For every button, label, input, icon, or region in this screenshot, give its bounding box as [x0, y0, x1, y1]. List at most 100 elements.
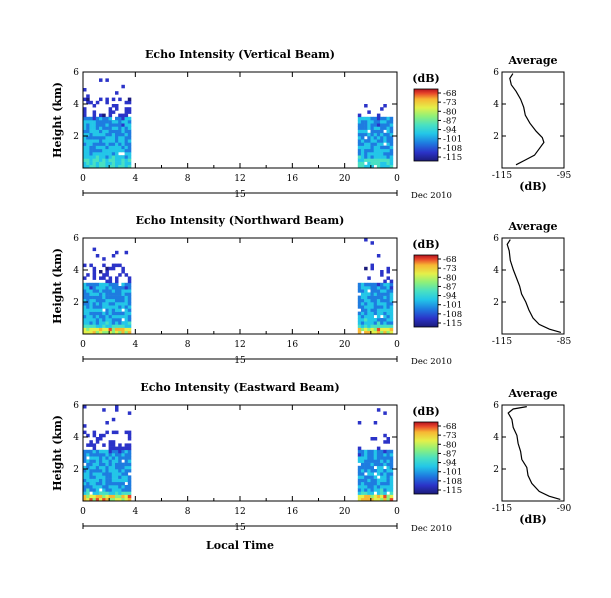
heatmap-cell [386, 497, 390, 502]
heatmap-cell [86, 465, 90, 470]
heatmap-cell [105, 78, 109, 82]
heatmap-cell [376, 456, 381, 460]
heatmap-cell [370, 327, 374, 332]
heatmap-cell [108, 497, 113, 502]
heatmap-cell [92, 433, 97, 438]
heatmap-cell [364, 139, 368, 143]
heatmap-cell [108, 298, 113, 303]
heatmap-cell [99, 302, 103, 306]
heatmap-cell [83, 263, 87, 268]
heatmap-cell [370, 164, 374, 169]
heatmap-cell [127, 305, 132, 309]
heatmap-cell [89, 123, 93, 127]
heatmap-cell [383, 497, 387, 502]
heatmap-cell [118, 120, 122, 124]
heatmap-cell [83, 286, 87, 290]
heatmap-cell [370, 488, 374, 492]
heatmap-cell [373, 475, 378, 479]
profile-y-tick-label: 4 [493, 433, 499, 443]
heatmap-cell [115, 475, 119, 479]
heatmap-cell [357, 155, 362, 159]
heatmap-cell [89, 494, 93, 499]
heatmap-cell [376, 148, 381, 153]
heatmap-cell [121, 158, 125, 162]
heatmap-cell [83, 132, 87, 137]
heatmap-cell [111, 148, 116, 153]
heatmap-cell [95, 116, 100, 121]
heatmap-cell [373, 481, 378, 486]
heatmap-cell [111, 298, 116, 303]
heatmap-cell [111, 145, 116, 150]
heatmap-cell [124, 136, 129, 140]
heatmap-cell [367, 311, 371, 316]
heatmap-cell [121, 129, 125, 134]
heatmap-cell [105, 485, 109, 489]
heatmap-cell [367, 142, 371, 146]
heatmap-cell [95, 437, 100, 441]
heatmap-cell [360, 126, 365, 130]
heatmap-cell [380, 327, 384, 332]
heatmap-cell [115, 497, 119, 502]
heatmap-cell [370, 152, 374, 156]
heatmap-cell [360, 158, 365, 162]
heatmap-cell [92, 459, 97, 463]
heatmap-cell [373, 136, 378, 140]
heatmap-cell [360, 123, 365, 127]
heatmap-cell [105, 289, 109, 293]
heatmap-cell [89, 465, 93, 470]
heatmap-cell [83, 469, 87, 473]
heatmap-cell [380, 129, 384, 134]
heatmap-cell [95, 324, 100, 328]
heatmap-cell [376, 318, 381, 322]
heatmap-cell [124, 327, 129, 332]
heatmap-cell [83, 311, 87, 316]
heatmap-cell [83, 424, 87, 428]
heatmap-cell [364, 497, 368, 502]
heatmap-cell [95, 465, 100, 470]
heatmap-cell [121, 148, 125, 153]
heatmap-cell [99, 97, 103, 102]
heatmap-cell [83, 459, 87, 463]
heatmap-cell [386, 298, 390, 303]
profile-y-tick-label: 6 [493, 401, 499, 411]
heatmap-cell [108, 148, 113, 153]
heatmap-cell [389, 282, 394, 287]
heatmap-cell [370, 308, 374, 312]
heatmap-cell [86, 478, 90, 483]
heatmap-cell [364, 132, 368, 137]
heatmap-cell [380, 465, 384, 470]
heatmap-cell [380, 494, 384, 499]
heatmap-cell [367, 324, 371, 328]
heatmap-cell [115, 478, 119, 483]
heatmap-cell [92, 270, 97, 274]
heatmap-cell [108, 282, 113, 287]
heatmap-cell [360, 478, 365, 483]
heatmap-cell [357, 472, 362, 476]
heatmap-cell [386, 318, 390, 322]
heatmap-cell [111, 311, 116, 316]
heatmap-cell [121, 84, 125, 89]
heatmap-cell [124, 446, 129, 451]
heatmap-cell [357, 497, 362, 502]
heatmap-cell [364, 321, 368, 325]
heatmap-cell [118, 318, 122, 322]
heatmap-cell [373, 155, 378, 159]
heatmap-cell [386, 469, 390, 473]
heatmap-cell [102, 145, 106, 150]
colorbar-tick-label: -68 [443, 422, 457, 432]
heatmap-cell [92, 126, 97, 130]
heatmap-cell [367, 295, 371, 300]
heatmap-cell [83, 136, 87, 140]
heatmap-cell [89, 132, 93, 137]
heatmap-cell [102, 459, 106, 463]
heatmap-cell [370, 116, 374, 121]
heatmap-cell [373, 302, 378, 306]
heatmap-cell [360, 459, 365, 463]
heatmap-cell [95, 142, 100, 146]
heatmap-cell [89, 263, 93, 268]
heatmap-cell [373, 494, 378, 499]
heatmap-cell [364, 330, 368, 335]
heatmap-cell [364, 120, 368, 124]
heatmap-cell [376, 465, 381, 470]
heatmap-cell [89, 282, 93, 287]
